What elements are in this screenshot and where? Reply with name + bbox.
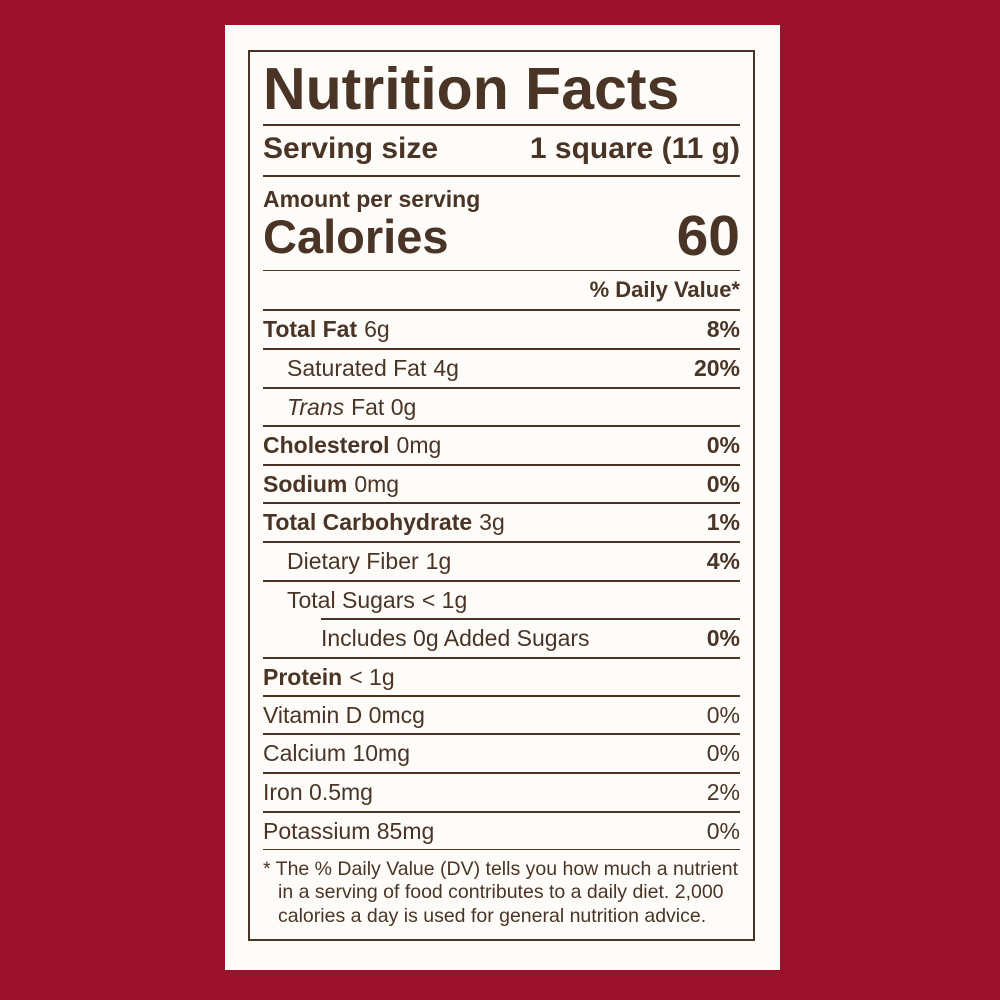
nutrient-name: Total Sugars (287, 586, 415, 613)
nutrient-percent: 0% (706, 625, 740, 652)
nutrient-amount: 0mg (354, 470, 400, 497)
nutrient-amount: 3g (479, 509, 505, 536)
nutrient-row-protein: Protein < 1g (263, 656, 740, 696)
nutrient-percent: 4% (706, 548, 740, 575)
nutrient-percent: 8% (706, 316, 740, 343)
nutrient-name: Saturated Fat (287, 355, 427, 382)
nutrient-row-total-fat: Total Fat 6g 8% (263, 309, 740, 348)
medium-bar-calories (263, 269, 740, 271)
nutrient-amount: < 1g (349, 663, 395, 690)
amount-per-serving-label: Amount per serving (263, 185, 481, 212)
nutrient-row-sodium: Sodium 0mg 0% (263, 463, 740, 503)
nutrient-row-dietary-fiber: Dietary Fiber 1g 4% (263, 541, 740, 580)
vitamin-name: Calcium 10mg (263, 740, 410, 767)
serving-size-value: 1 square (11 g) (529, 132, 740, 166)
nutrient-amount: < 1g (421, 586, 468, 613)
vitamin-percent: 0% (706, 701, 740, 728)
label-title: Nutrition Facts (263, 56, 680, 122)
medium-bar-footnote (263, 849, 740, 850)
vitamin-row-calcium: Calcium 10mg 0% (263, 733, 740, 772)
nutrient-name: Dietary Fiber (287, 548, 419, 575)
nutrient-name: Total Fat (263, 316, 358, 343)
nutrient-amount: 6g (364, 316, 390, 343)
calories-row: Calories 60 (263, 204, 740, 269)
daily-value-header: % Daily Value* (589, 277, 740, 303)
serving-size-label: Serving size (263, 132, 439, 166)
nutrient-row-total-carbohydrate: Total Carbohydrate 3g 1% (263, 502, 740, 541)
vitamin-percent: 0% (706, 817, 740, 844)
calories-value: 60 (676, 204, 740, 269)
thick-bar-middle (263, 695, 740, 697)
nutrient-amount: Fat 0g (351, 393, 417, 420)
nutrient-name: Cholesterol (263, 432, 390, 459)
nutrient-row-total-sugars: Total Sugars < 1g (263, 579, 740, 619)
nutrient-row-saturated-fat: Saturated Fat 4g 20% (263, 348, 740, 387)
nutrient-amount: 0mg (396, 432, 442, 459)
nutrient-name: Includes 0g Added Sugars (321, 625, 590, 652)
vitamin-percent: 2% (706, 778, 740, 805)
nutrition-label-border: Nutrition Facts Serving size 1 square (1… (248, 50, 755, 941)
nutrient-name: Trans (287, 393, 345, 420)
calories-label: Calories (263, 209, 449, 263)
nutrient-row-cholesterol: Cholesterol 0mg 0% (263, 425, 740, 464)
vitamin-name: Vitamin D 0mcg (263, 701, 425, 728)
vitamin-name: Iron 0.5mg (263, 778, 373, 805)
daily-value-footnote: * The % Daily Value (DV) tells you how m… (263, 857, 739, 928)
nutrition-label-card: Nutrition Facts Serving size 1 square (1… (225, 25, 780, 970)
vitamin-percent: 0% (706, 740, 740, 767)
nutrient-percent: 1% (706, 509, 740, 536)
serving-size-row: Serving size 1 square (11 g) (263, 126, 740, 175)
thick-bar-top (263, 175, 740, 177)
vitamin-row-iron: Iron 0.5mg 2% (263, 771, 740, 811)
nutrient-percent: 0% (706, 432, 740, 459)
nutrient-name: Total Carbohydrate (263, 509, 473, 536)
vitamin-row-potassium: Potassium 85mg 0% (263, 810, 740, 850)
nutrient-percent: 0% (706, 470, 740, 497)
vitamin-row-vitamin-d: Vitamin D 0mcg 0% (263, 697, 740, 734)
vitamin-name: Potassium 85mg (263, 817, 435, 844)
title-divider (263, 124, 740, 127)
nutrient-row-trans-fat: Trans Fat 0g (263, 386, 740, 426)
nutrient-row-added-sugars: Includes 0g Added Sugars 0% (263, 618, 740, 657)
nutrient-amount: 1g (425, 548, 452, 575)
nutrient-name: Protein (263, 663, 343, 690)
nutrient-percent: 20% (693, 355, 740, 382)
nutrient-name: Sodium (263, 470, 348, 497)
nutrient-amount: 4g (433, 355, 459, 382)
